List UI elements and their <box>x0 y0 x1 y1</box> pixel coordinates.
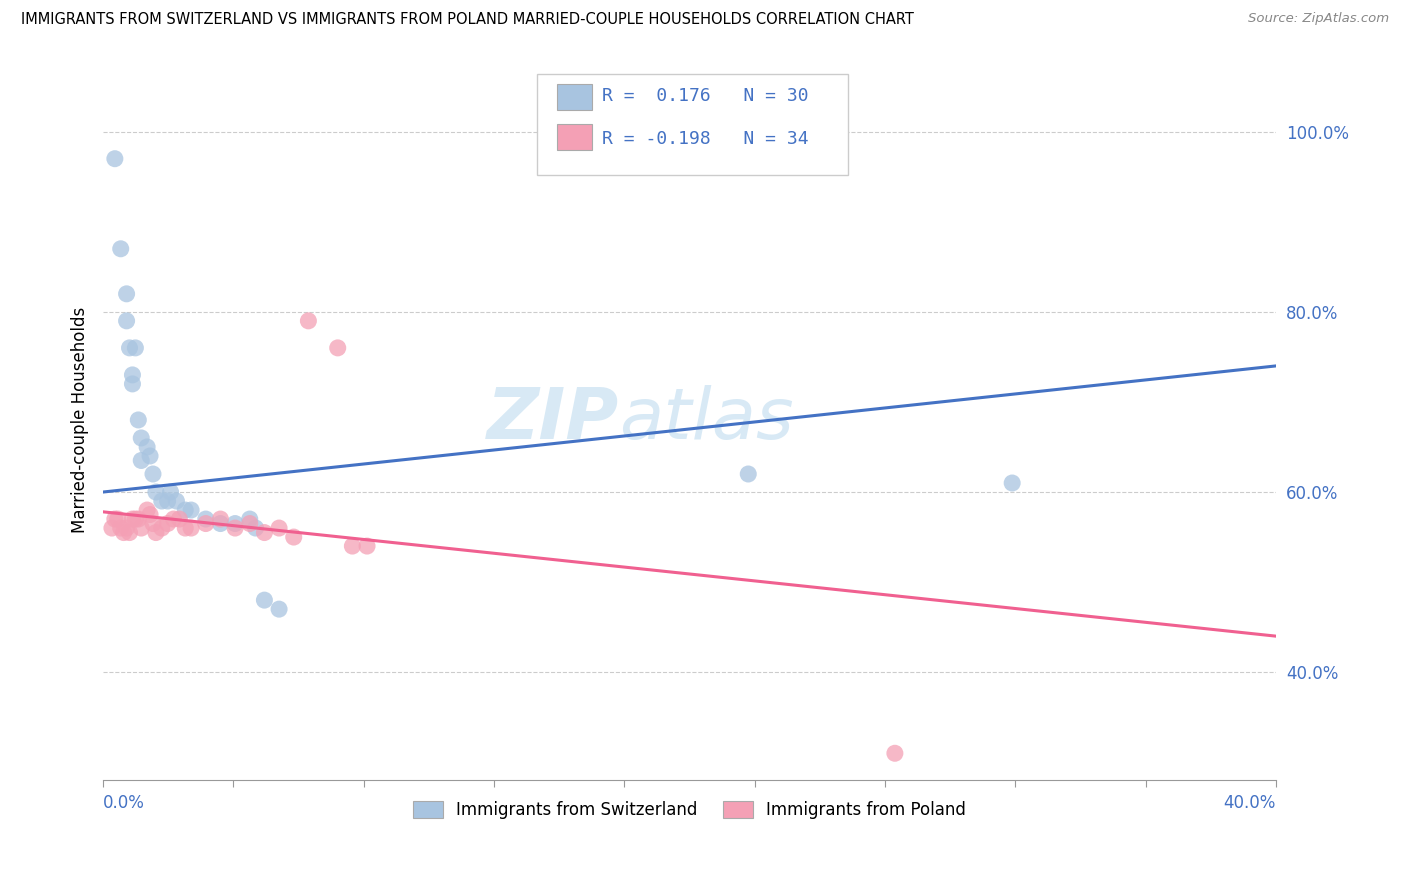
FancyBboxPatch shape <box>557 124 592 150</box>
Point <box>209 512 232 526</box>
Point <box>156 494 179 508</box>
Point <box>142 516 165 531</box>
Point <box>142 467 165 481</box>
Point <box>224 516 246 531</box>
Point <box>297 314 319 328</box>
Point <box>180 503 202 517</box>
Text: 0.0%: 0.0% <box>103 794 145 812</box>
Point <box>245 521 267 535</box>
Point <box>129 431 152 445</box>
Legend: Immigrants from Switzerland, Immigrants from Poland: Immigrants from Switzerland, Immigrants … <box>406 795 973 826</box>
Point <box>129 521 152 535</box>
Point <box>169 512 191 526</box>
Point <box>737 467 759 481</box>
Point <box>121 512 143 526</box>
Point <box>115 286 138 301</box>
Point <box>883 746 905 760</box>
Point <box>104 152 127 166</box>
Point <box>115 314 138 328</box>
Point <box>150 494 173 508</box>
Point <box>159 485 181 500</box>
Text: IMMIGRANTS FROM SWITZERLAND VS IMMIGRANTS FROM POLAND MARRIED-COUPLE HOUSEHOLDS : IMMIGRANTS FROM SWITZERLAND VS IMMIGRANT… <box>21 12 914 27</box>
Point <box>239 512 262 526</box>
FancyBboxPatch shape <box>557 84 592 110</box>
Point <box>124 512 146 526</box>
Point <box>209 516 232 531</box>
Point <box>162 512 184 526</box>
Y-axis label: Married-couple Households: Married-couple Households <box>72 307 89 533</box>
Point <box>156 516 179 531</box>
Point <box>118 341 141 355</box>
Point <box>136 440 159 454</box>
Point <box>139 449 162 463</box>
Point <box>124 341 146 355</box>
Text: ZIP: ZIP <box>486 385 619 454</box>
Point <box>121 376 143 391</box>
Point <box>145 525 167 540</box>
Point <box>150 521 173 535</box>
Point <box>326 341 349 355</box>
Point <box>110 242 132 256</box>
Point <box>283 530 305 544</box>
Point <box>356 539 378 553</box>
Point <box>145 485 167 500</box>
Point <box>127 512 149 526</box>
Point <box>267 521 290 535</box>
Point <box>129 453 152 467</box>
Point <box>165 494 187 508</box>
Point <box>239 516 262 531</box>
Text: R =  0.176   N = 30: R = 0.176 N = 30 <box>602 87 808 104</box>
Point <box>1060 782 1083 797</box>
FancyBboxPatch shape <box>537 74 848 175</box>
Point <box>139 508 162 522</box>
Point <box>1001 475 1024 490</box>
Point <box>112 525 135 540</box>
Point <box>115 521 138 535</box>
Point <box>110 521 132 535</box>
Point <box>194 512 217 526</box>
Point <box>136 503 159 517</box>
Point <box>118 525 141 540</box>
Point <box>174 521 197 535</box>
Point <box>107 512 129 526</box>
Point <box>194 516 217 531</box>
Point <box>224 521 246 535</box>
Text: Source: ZipAtlas.com: Source: ZipAtlas.com <box>1249 12 1389 25</box>
Point <box>253 525 276 540</box>
Point <box>121 368 143 382</box>
Point <box>127 413 149 427</box>
Point <box>174 503 197 517</box>
Text: atlas: atlas <box>619 385 794 454</box>
Text: 40.0%: 40.0% <box>1223 794 1277 812</box>
Point <box>253 593 276 607</box>
Point <box>101 521 124 535</box>
Point <box>342 539 364 553</box>
Point <box>267 602 290 616</box>
Text: R = -0.198   N = 34: R = -0.198 N = 34 <box>602 130 808 148</box>
Point <box>180 521 202 535</box>
Point <box>104 512 127 526</box>
